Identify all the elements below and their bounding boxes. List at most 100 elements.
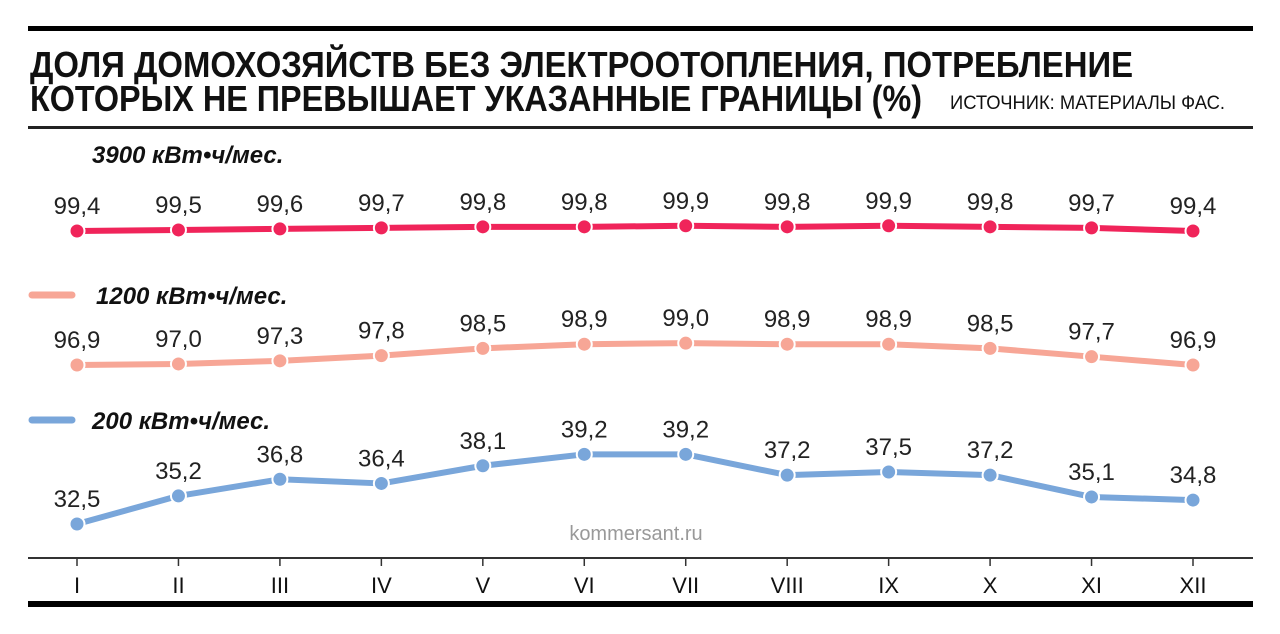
data-label: 99,9 <box>662 188 709 215</box>
data-point <box>1184 356 1202 374</box>
data-point <box>1083 348 1101 366</box>
data-point <box>575 218 593 236</box>
data-label: 99,4 <box>1170 193 1217 220</box>
data-label: 32,5 <box>54 486 101 513</box>
data-point <box>372 347 390 365</box>
data-point <box>372 219 390 237</box>
series-2: 32,5 35,2 36,8 36,4 38,1 39,2 39,2 37,2 37,5 37,2… <box>54 416 1217 533</box>
data-label: 98,9 <box>561 306 608 333</box>
series-0: 99,4 99,5 99,6 99,7 99,8 99,8 99,9 99,8 99,9 99,8… <box>54 188 1217 240</box>
legend-label-3900: 3900 кВт•ч/мес. <box>92 142 283 169</box>
data-point <box>68 222 86 240</box>
x-tick-label: XII <box>1180 573 1207 598</box>
top-rule <box>28 26 1253 31</box>
chart-source: ИСТОЧНИК: МАТЕРИАЛЫ ФАС. <box>950 93 1225 114</box>
data-label: 97,7 <box>1068 319 1115 346</box>
data-label: 98,9 <box>764 306 811 333</box>
data-point <box>1184 222 1202 240</box>
data-point <box>880 463 898 481</box>
data-point <box>169 221 187 239</box>
data-label: 35,2 <box>155 458 202 485</box>
data-point <box>677 334 695 352</box>
data-point <box>474 457 492 475</box>
title-divider <box>28 126 1253 129</box>
data-point <box>677 445 695 463</box>
data-point <box>778 466 796 484</box>
data-label: 99,5 <box>155 192 202 219</box>
data-label: 99,9 <box>865 188 912 215</box>
data-point <box>68 515 86 533</box>
data-label: 99,8 <box>764 189 811 216</box>
data-point <box>981 339 999 357</box>
data-label: 97,3 <box>257 323 304 350</box>
data-label: 99,7 <box>358 190 405 217</box>
data-label: 99,0 <box>662 305 709 332</box>
x-tick-label: VI <box>574 573 595 598</box>
chart-title-line-1: ДОЛЯ ДОМОХОЗЯЙСТВ БЕЗ ЭЛЕКТРООТОПЛЕНИЯ, … <box>30 43 1133 85</box>
data-label: 97,8 <box>358 318 405 345</box>
x-tick-label: VIII <box>771 573 804 598</box>
data-point <box>169 487 187 505</box>
data-point <box>474 218 492 236</box>
data-point <box>372 474 390 492</box>
data-point <box>677 217 695 235</box>
data-point <box>981 218 999 236</box>
x-tick-label: I <box>74 573 80 598</box>
data-label: 99,7 <box>1068 190 1115 217</box>
bottom-rule <box>28 601 1253 607</box>
x-tick-label: III <box>271 573 289 598</box>
data-point <box>575 335 593 353</box>
data-label: 37,2 <box>967 437 1014 464</box>
data-point <box>778 218 796 236</box>
data-point <box>68 356 86 374</box>
data-label: 39,2 <box>662 416 709 443</box>
data-point <box>981 466 999 484</box>
data-point <box>1083 219 1101 237</box>
data-label: 98,9 <box>865 306 912 333</box>
data-point <box>1184 491 1202 509</box>
series-1: 96,9 97,0 97,3 97,8 98,5 98,9 99,0 98,9 98,9 98,5… <box>54 305 1217 374</box>
data-label: 38,1 <box>459 428 506 455</box>
series-line <box>76 222 1194 234</box>
legend: 3900 кВт•ч/мес. 1200 кВт•ч/мес. 200 кВт•… <box>28 142 287 435</box>
data-label: 99,4 <box>54 193 101 220</box>
data-point <box>169 355 187 373</box>
data-point <box>271 220 289 238</box>
data-label: 99,8 <box>459 189 506 216</box>
data-point <box>778 335 796 353</box>
x-tick-label: XI <box>1081 573 1102 598</box>
x-tick-label: VII <box>672 573 699 598</box>
data-label: 36,8 <box>257 441 304 468</box>
x-tick-label: IV <box>371 573 392 598</box>
x-axis-line <box>28 557 1253 559</box>
data-label: 96,9 <box>54 327 101 354</box>
data-point <box>271 470 289 488</box>
series-line <box>76 340 1194 368</box>
chart-title-line-2: КОТОРЫХ НЕ ПРЕВЫШАЕТ УКАЗАННЫЕ ГРАНИЦЫ (… <box>30 78 922 119</box>
data-label: 96,9 <box>1170 327 1217 354</box>
x-tick-label: II <box>172 573 184 598</box>
data-label: 98,5 <box>967 310 1014 337</box>
data-label: 39,2 <box>561 416 608 443</box>
series-line <box>76 451 1194 527</box>
legend-label-1200: 1200 кВт•ч/мес. <box>96 283 287 310</box>
data-point <box>271 352 289 370</box>
x-tick-label: V <box>475 573 490 598</box>
data-label: 99,8 <box>967 189 1014 216</box>
x-tick-label: X <box>983 573 998 598</box>
data-point <box>1083 488 1101 506</box>
data-label: 34,8 <box>1170 462 1217 489</box>
data-point <box>880 217 898 235</box>
data-label: 97,0 <box>155 326 202 353</box>
data-label: 36,4 <box>358 445 405 472</box>
data-point <box>880 335 898 353</box>
data-label: 35,1 <box>1068 459 1115 486</box>
watermark: kommersant.ru <box>569 523 702 545</box>
data-label: 99,8 <box>561 189 608 216</box>
data-label: 37,5 <box>865 434 912 461</box>
legend-label-200: 200 кВт•ч/мес. <box>91 408 270 435</box>
x-tick-label: IX <box>878 573 899 598</box>
data-label: 98,5 <box>459 310 506 337</box>
data-label: 99,6 <box>257 191 304 218</box>
